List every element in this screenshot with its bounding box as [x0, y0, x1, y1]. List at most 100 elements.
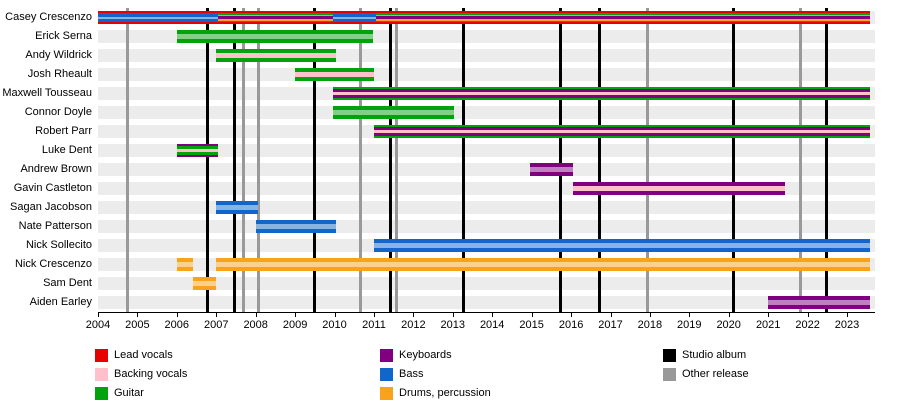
- row-band: [98, 106, 875, 119]
- x-tick-label: 2010: [322, 319, 347, 331]
- bar-layer-backing-vocals: [216, 53, 337, 58]
- release-line-other: [125, 8, 129, 312]
- x-tick: [571, 313, 573, 317]
- release-line-other: [257, 8, 261, 312]
- x-tick-label: 2017: [598, 319, 623, 331]
- legend-swatch-guitar: [95, 387, 108, 400]
- x-tick-label: 2015: [519, 319, 544, 331]
- x-tick: [768, 313, 770, 317]
- x-tick: [807, 313, 809, 317]
- row-label: Luke Dent: [41, 144, 92, 156]
- bar-highlight: [255, 224, 337, 229]
- bar-layer-keyboards: [98, 16, 870, 19]
- release-line-other: [241, 8, 245, 312]
- x-tick-label: 2009: [282, 319, 308, 331]
- legend-label: Backing vocals: [114, 368, 188, 380]
- row-label: Aiden Earley: [29, 296, 92, 308]
- bar-highlight: [216, 205, 258, 210]
- row-label: Sagan Jacobson: [10, 201, 92, 213]
- legend-label: Lead vocals: [114, 349, 173, 361]
- x-tick: [649, 313, 651, 317]
- bar-layer-backing-vocals: [332, 92, 870, 95]
- x-tick: [295, 313, 297, 317]
- x-tick-label: 2013: [440, 319, 466, 331]
- x-tick-label: 2023: [834, 319, 860, 331]
- row-label: Andrew Brown: [20, 163, 92, 175]
- x-tick-label: 2006: [164, 319, 190, 331]
- x-tick: [334, 313, 336, 317]
- row-band: [98, 49, 875, 62]
- release-line-studio: [313, 8, 317, 312]
- x-tick-label: 2008: [243, 319, 268, 331]
- x-tick-label: 2005: [125, 319, 150, 331]
- legend-label: Drums, percussion: [399, 387, 491, 399]
- bar-layer-backing-vocals: [573, 186, 786, 191]
- x-tick: [374, 313, 375, 317]
- row-label: Josh Rheault: [27, 68, 92, 80]
- row-label: Sam Dent: [43, 277, 92, 289]
- x-tick-label: 2016: [558, 319, 584, 331]
- row-band: [98, 277, 875, 290]
- x-tick-label: 2014: [479, 319, 505, 331]
- x-tick: [847, 313, 848, 317]
- x-tick-label: 2011: [362, 319, 386, 331]
- row-label: Nick Crescenzo: [14, 258, 92, 270]
- x-tick: [689, 313, 691, 317]
- release-line-other: [798, 8, 802, 312]
- release-line-other: [646, 8, 650, 312]
- x-tick-label: 2018: [637, 319, 663, 331]
- row-label: Robert Parr: [35, 125, 92, 137]
- release-line-studio: [731, 8, 735, 312]
- legend-swatch-bass: [380, 368, 393, 381]
- bar-highlight: [529, 167, 574, 172]
- bar-highlight: [176, 262, 193, 267]
- bar-highlight: [176, 34, 374, 39]
- release-line-studio: [389, 8, 392, 312]
- x-tick: [610, 313, 612, 317]
- x-tick: [413, 313, 415, 317]
- x-tick: [452, 313, 454, 317]
- row-label: Casey Crescenzo: [5, 11, 92, 23]
- release-line-studio: [558, 8, 562, 312]
- legend-swatch-drums-percussion: [380, 387, 393, 400]
- x-tick: [728, 313, 730, 317]
- x-tick: [137, 313, 139, 317]
- legend-label: Studio album: [682, 349, 747, 361]
- x-tick: [216, 313, 218, 317]
- row-band: [98, 163, 875, 176]
- row-band: [98, 220, 875, 233]
- x-tick-label: 2021: [755, 319, 781, 331]
- x-tick: [492, 313, 494, 317]
- x-tick: [98, 313, 99, 317]
- legend-label: Guitar: [114, 387, 144, 399]
- release-line-studio: [462, 8, 466, 312]
- bar-highlight: [332, 16, 376, 19]
- bar-layer-backing-vocals: [295, 72, 374, 77]
- x-tick: [255, 313, 257, 317]
- legend-label: Bass: [399, 368, 424, 380]
- x-tick-label: 2012: [401, 319, 426, 331]
- bar-highlight: [768, 300, 870, 305]
- row-band: [98, 68, 875, 81]
- row-label: Erick Serna: [35, 30, 92, 42]
- legend-swatch-studio-album: [663, 349, 676, 362]
- legend-label: Other release: [682, 368, 749, 380]
- x-tick-label: 2007: [204, 319, 229, 331]
- bar-highlight: [192, 281, 217, 286]
- x-tick-label: 2019: [677, 319, 702, 331]
- release-line-other: [394, 8, 398, 312]
- bar-layer-backing-vocals: [374, 130, 870, 133]
- row-band: [98, 201, 875, 214]
- release-line-other: [359, 8, 363, 312]
- row-label: Maxwell Tousseau: [2, 87, 92, 99]
- bar-highlight: [374, 243, 870, 248]
- x-tick: [531, 313, 533, 317]
- release-line-studio: [598, 8, 602, 312]
- x-tick: [176, 313, 178, 317]
- bar-layer-backing-vocals: [176, 149, 219, 152]
- x-tick-label: 2004: [85, 319, 111, 331]
- release-line-studio: [205, 8, 209, 312]
- x-axis-line: [98, 312, 875, 313]
- bar-highlight: [98, 16, 219, 19]
